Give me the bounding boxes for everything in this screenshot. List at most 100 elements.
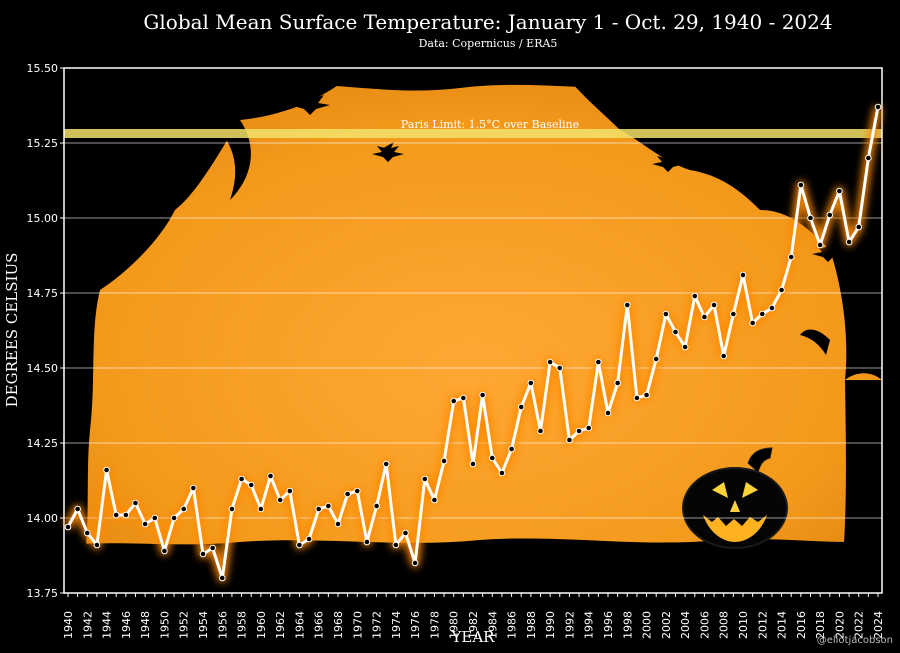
data-point: [681, 343, 689, 351]
data-point: [633, 394, 641, 402]
x-tick-label: 2014: [776, 611, 789, 639]
x-tick-label: 1976: [409, 611, 422, 639]
credit-text: @eliotjacobson: [817, 635, 893, 646]
data-point: [826, 211, 834, 219]
data-point: [103, 466, 110, 474]
x-tick-label: 1960: [255, 611, 268, 639]
y-axis-ticks: 13.75 14.00 14.25 14.50 14.75 15.00 15.25 15.50: [27, 62, 64, 600]
x-tick-label: 2010: [737, 611, 750, 639]
data-point: [64, 523, 72, 531]
x-tick-label: 2024: [872, 611, 885, 639]
y-tick-label: 15.00: [27, 212, 59, 225]
data-point: [190, 484, 197, 492]
x-tick-label: 1964: [293, 611, 306, 639]
data-points: [64, 103, 882, 582]
data-point: [141, 520, 149, 528]
data-point: [363, 538, 371, 546]
y-tick-label: 14.25: [27, 437, 59, 450]
x-axis-label: YEAR: [451, 628, 496, 646]
x-tick-label: 1948: [139, 611, 152, 639]
x-tick-label: 1940: [62, 611, 75, 639]
data-point: [546, 358, 554, 366]
data-point: [296, 541, 303, 549]
y-tick-label: 14.00: [27, 512, 59, 525]
data-point: [778, 286, 785, 294]
x-tick-label: 2012: [756, 611, 769, 639]
data-point: [180, 505, 188, 513]
x-tick-label: 1994: [583, 611, 596, 639]
data-point: [710, 301, 718, 309]
y-tick-label: 15.50: [27, 62, 59, 75]
data-point: [488, 454, 496, 462]
x-tick-label: 2004: [679, 611, 692, 639]
chart-subtitle: Data: Copernicus / ERA5: [419, 37, 558, 50]
x-tick-label: 1998: [621, 611, 634, 639]
x-tick-label: 1950: [158, 611, 171, 639]
data-point: [865, 154, 872, 162]
paris-limit-label: Paris Limit: 1.5°C over Baseline: [401, 118, 579, 131]
data-point: [431, 496, 438, 504]
data-point: [93, 541, 101, 549]
data-point: [537, 427, 544, 435]
x-tick-label: 2006: [698, 611, 711, 639]
x-tick-label: 1984: [486, 611, 499, 639]
data-point: [701, 313, 708, 321]
data-point: [749, 319, 756, 327]
paris-limit-band: [64, 129, 882, 138]
data-point: [556, 364, 564, 372]
x-tick-label: 2002: [660, 611, 673, 639]
x-tick-label: 1946: [120, 611, 133, 639]
data-point: [585, 424, 593, 432]
data-point: [807, 214, 814, 222]
data-point: [845, 238, 853, 246]
data-point: [382, 460, 390, 468]
data-point: [286, 487, 294, 495]
data-point: [276, 496, 284, 504]
data-point: [151, 514, 159, 522]
x-tick-label: 1986: [506, 611, 519, 639]
x-tick-label: 1980: [448, 611, 461, 639]
x-tick-label: 2020: [833, 611, 846, 639]
data-point: [816, 241, 824, 249]
data-point: [83, 529, 91, 537]
data-point: [305, 535, 313, 543]
data-point: [787, 253, 795, 261]
data-point: [739, 271, 747, 279]
data-point: [132, 499, 139, 507]
data-point: [855, 223, 863, 231]
data-point: [228, 505, 236, 513]
y-tick-label: 14.50: [27, 362, 59, 375]
tree-left-silhouette: [64, 68, 360, 593]
x-tick-label: 1944: [101, 611, 114, 639]
data-point: [411, 559, 419, 567]
x-tick-label: 1972: [371, 611, 384, 639]
data-point: [373, 502, 380, 510]
data-point: [768, 304, 776, 312]
x-tick-label: 1982: [467, 611, 480, 639]
data-point: [527, 379, 535, 387]
data-point: [334, 520, 342, 528]
data-point: [267, 472, 274, 480]
data-point: [508, 445, 515, 453]
x-tick-label: 1958: [236, 611, 249, 639]
data-point: [836, 187, 843, 195]
x-tick-label: 1954: [197, 611, 210, 639]
y-tick-label: 14.75: [27, 287, 59, 300]
data-point: [392, 541, 400, 549]
data-point: [797, 181, 805, 189]
data-point: [161, 547, 168, 555]
data-point: [170, 514, 178, 522]
data-point: [758, 310, 766, 318]
data-point: [479, 391, 486, 399]
data-point: [874, 103, 882, 111]
data-point: [614, 379, 621, 387]
data-point: [325, 502, 332, 510]
x-tick-label: 1966: [313, 611, 326, 639]
data-point: [122, 511, 130, 519]
data-point: [469, 460, 477, 468]
data-point: [517, 403, 525, 411]
x-tick-label: 1996: [602, 611, 615, 639]
x-tick-label: 1942: [81, 611, 94, 639]
x-tick-label: 1988: [525, 611, 538, 639]
